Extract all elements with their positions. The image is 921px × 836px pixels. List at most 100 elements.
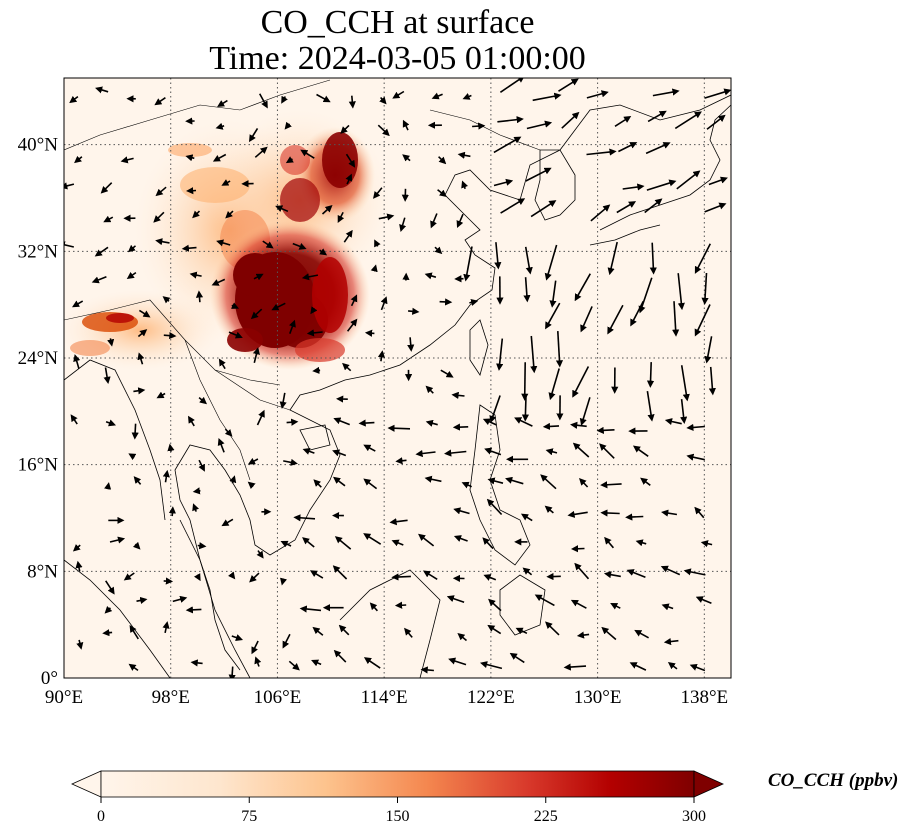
- wind-arrow: [319, 248, 328, 256]
- wind-arrow: [231, 634, 244, 641]
- lon-tick-label: 98°E: [152, 687, 190, 708]
- wind-arrow: [700, 540, 713, 548]
- wind-arrow: [708, 366, 716, 396]
- wind-arrow: [73, 354, 81, 369]
- wind-arrow: [484, 447, 502, 456]
- wind-arrow: [172, 595, 188, 603]
- wind-arrow: [544, 505, 554, 514]
- wind-arrow: [452, 423, 469, 431]
- wind-arrow: [64, 182, 75, 190]
- wind-arrow: [162, 621, 170, 634]
- wind-arrow: [392, 90, 405, 99]
- wind-arrow: [217, 438, 225, 453]
- wind-arrow: [312, 626, 324, 636]
- wind-arrow: [168, 506, 176, 517]
- wind-arrow: [338, 624, 350, 636]
- wind-arrow: [271, 302, 286, 311]
- map-time: Time: 2024-03-05 01:00:00: [209, 40, 586, 77]
- wind-arrow: [313, 479, 322, 488]
- wind-arrow: [493, 178, 514, 187]
- wind-arrow: [75, 560, 83, 572]
- wind-arrow: [137, 352, 145, 365]
- wind-arrow: [288, 660, 300, 671]
- wind-arrow: [302, 537, 315, 548]
- wind-arrow: [333, 417, 350, 426]
- wind-arrow: [120, 156, 134, 164]
- wind-arrow: [590, 204, 611, 222]
- wind-arrow: [379, 96, 387, 105]
- wind-arrow: [363, 444, 376, 452]
- wind-arrow: [580, 306, 593, 333]
- wind-arrow: [701, 272, 709, 305]
- wind-arrow: [704, 202, 727, 213]
- wind-arrow: [549, 280, 557, 308]
- wind-arrow: [104, 605, 113, 614]
- wind-arrow: [418, 533, 435, 547]
- lon-tick-label: 90°E: [45, 687, 83, 708]
- wind-arrow: [415, 449, 436, 458]
- wind-arrow: [599, 443, 615, 459]
- wind-arrow: [162, 296, 171, 304]
- wind-arrow: [310, 306, 318, 315]
- wind-arrow: [629, 662, 647, 671]
- colorbar-tick-label: 300: [682, 808, 706, 825]
- wind-arrow: [646, 362, 655, 388]
- wind-arrow: [664, 418, 682, 426]
- wind-arrow: [482, 537, 494, 550]
- wind-arrow: [64, 241, 74, 249]
- wind-arrow: [626, 569, 646, 578]
- wind-arrow: [646, 390, 655, 422]
- wind-arrow: [283, 458, 298, 466]
- wind-arrow: [128, 663, 139, 672]
- wind-arrow: [127, 244, 137, 253]
- wind-arrow: [532, 92, 562, 102]
- lon-tick-label: 138°E: [680, 687, 728, 708]
- wind-arrow: [345, 173, 353, 185]
- wind-arrow: [579, 478, 589, 488]
- wind-arrow: [105, 580, 115, 595]
- wind-arrow: [493, 136, 522, 154]
- wind-arrow: [364, 329, 375, 337]
- wind-arrow: [154, 97, 166, 106]
- wind-arrow: [453, 535, 468, 542]
- wind-arrow: [625, 513, 644, 521]
- wind-arrow: [377, 124, 390, 137]
- wind-arrow: [103, 215, 114, 223]
- wind-arrow: [505, 476, 524, 485]
- wind-arrow: [389, 518, 408, 526]
- wind-arrow: [694, 506, 705, 519]
- wind-arrow: [217, 99, 228, 108]
- wind-arrow: [109, 536, 126, 544]
- wind-arrow: [545, 621, 560, 636]
- wind-arrow: [545, 448, 558, 456]
- wind-arrow: [192, 503, 199, 512]
- wind-arrow: [437, 189, 447, 197]
- wind-arrow: [252, 347, 260, 363]
- wind-arrow: [640, 477, 651, 486]
- wind-arrow: [395, 457, 407, 465]
- wind-arrow: [544, 244, 558, 281]
- wind-arrow: [486, 498, 503, 516]
- wind-arrow: [647, 110, 667, 123]
- wind-arrow: [494, 242, 502, 270]
- wind-arrow: [451, 391, 465, 399]
- lat-tick-label: 0°: [41, 668, 58, 689]
- wind-arrow: [607, 304, 624, 335]
- colorbar-max-extend: [693, 770, 724, 798]
- wind-arrow: [420, 666, 434, 674]
- wind-arrow: [523, 277, 531, 303]
- wind-arrow: [634, 629, 649, 639]
- wind-arrow: [548, 368, 560, 401]
- wind-arrow: [514, 417, 533, 427]
- wind-arrow: [333, 649, 347, 663]
- wind-arrow: [136, 596, 148, 605]
- wind-arrow: [358, 419, 375, 427]
- wind-arrow: [193, 573, 201, 582]
- wind-arrow: [275, 205, 289, 213]
- wind-arrow: [463, 246, 473, 282]
- wind-arrow: [448, 657, 467, 666]
- wind-arrow: [694, 304, 711, 337]
- wind-arrow: [197, 542, 207, 550]
- lon-tick-label: 130°E: [574, 687, 622, 708]
- wind-arrow: [279, 392, 287, 409]
